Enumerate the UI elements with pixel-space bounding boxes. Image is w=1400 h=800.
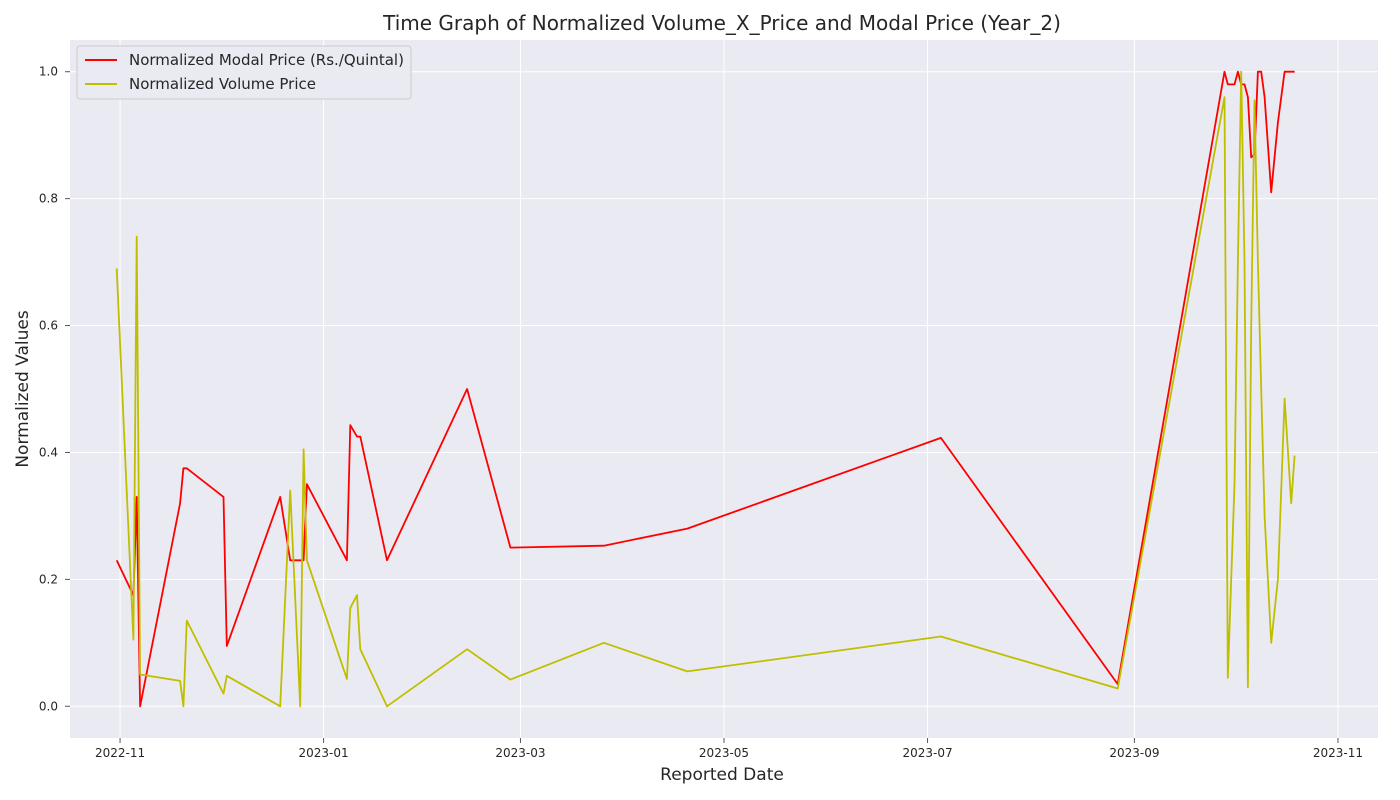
legend-label-volume: Normalized Volume Price [129,75,316,93]
legend-label-modal: Normalized Modal Price (Rs./Quintal) [129,51,404,69]
x-axis: 2022-11 2023-01 2023-03 2023-05 2023-07 2023-… [95,738,1363,760]
x-tick-label: 2023-05 [699,746,749,760]
series-line-modal-price [115,70,1295,708]
series-line-volume-price [115,70,1296,708]
y-tick-label: 0.8 [39,192,58,206]
x-tick-label: 2023-09 [1109,746,1159,760]
legend: Normalized Modal Price (Rs./Quintal) Nor… [76,45,412,100]
x-axis-label: Reported Date [660,765,784,785]
y-tick-label: 0.6 [39,319,58,333]
chart-title: Time Graph of Normalized Volume_X_Price … [382,11,1061,35]
y-tick-label: 0.4 [39,445,58,459]
y-tick-label: 1.0 [39,65,58,79]
y-tick-label: 0.0 [39,699,58,713]
x-tick-label: 2023-07 [902,746,952,760]
x-tick-label: 2023-11 [1313,746,1363,760]
y-tick-label: 0.2 [39,572,58,586]
x-tick-label: 2022-11 [95,746,145,760]
series-lines [115,70,1296,708]
legend-box [76,45,412,100]
y-axis-label: Normalized Values [13,310,33,467]
x-tick-label: 2023-01 [299,746,349,760]
y-axis: 0.0 0.2 0.4 0.6 0.8 1.0 [39,65,70,713]
x-tick-label: 2023-03 [495,746,545,760]
